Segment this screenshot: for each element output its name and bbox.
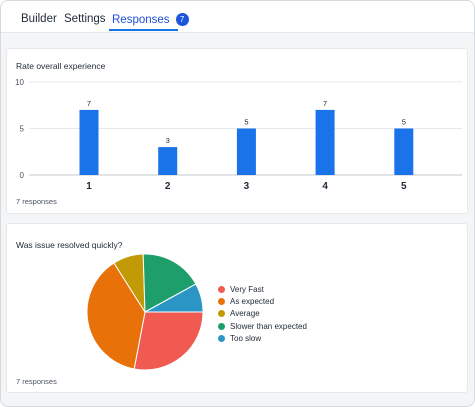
bar-data-label: 5 — [402, 118, 406, 127]
bar — [394, 128, 414, 175]
pie-chart-card: Was issue resolved quickly? Very Fast As … — [6, 223, 468, 393]
y-tick-label: 10 — [15, 78, 24, 87]
pie-slice — [144, 283, 204, 313]
bar — [315, 109, 335, 175]
legend-item: Very Fast — [218, 283, 307, 295]
bar — [236, 128, 256, 175]
legend-label: Very Fast — [230, 284, 264, 294]
legend-swatch — [218, 310, 225, 318]
legend-swatch — [218, 297, 225, 305]
pie-chart-response-count: 7 responses — [16, 377, 57, 386]
x-category-label: 2 — [165, 181, 171, 192]
responses-count-badge: 7 — [175, 13, 189, 26]
pie-chart — [86, 253, 204, 371]
legend-swatch — [218, 322, 225, 330]
legend-swatch — [218, 334, 225, 342]
pie-chart-title: Was issue resolved quickly? — [16, 240, 123, 250]
tab-builder[interactable]: Builder — [21, 13, 57, 25]
pie-slice — [142, 253, 197, 313]
bar-chart-card: Rate overall experience 0 5 10 7 1 3 2 5 3 7 4 5 5 7… — [6, 48, 468, 214]
legend-item: Slower than expected — [218, 320, 307, 332]
legend-label: As expected — [230, 296, 275, 306]
bar — [79, 109, 99, 175]
x-category-label: 5 — [401, 181, 407, 192]
bar-data-label: 7 — [323, 99, 327, 108]
pie-slice — [133, 311, 204, 371]
tab-bar: Builder Settings Responses 7 — [1, 1, 474, 33]
legend-swatch — [218, 285, 225, 293]
legend-item: Average — [218, 308, 307, 320]
bar-data-label: 7 — [87, 99, 91, 108]
tab-responses-label: Responses — [112, 14, 170, 26]
tab-responses[interactable]: Responses 7 — [112, 13, 189, 26]
legend-item: Too slow — [218, 332, 307, 344]
bar-data-label: 3 — [166, 136, 170, 145]
x-category-label: 4 — [322, 181, 328, 192]
pie-legend: Very Fast As expected Average Slower than e… — [218, 283, 307, 344]
y-tick-label: 5 — [20, 125, 25, 134]
x-category-label: 1 — [86, 181, 92, 192]
tab-settings[interactable]: Settings — [64, 13, 106, 25]
legend-label: Slower than expected — [230, 321, 307, 331]
bar-data-label: 5 — [244, 118, 248, 127]
legend-item: As expected — [218, 295, 307, 307]
active-tab-indicator — [109, 29, 178, 31]
legend-label: Too slow — [230, 333, 262, 343]
bar — [158, 147, 178, 175]
x-category-label: 3 — [244, 181, 250, 192]
legend-label: Average — [230, 309, 260, 319]
bar-chart-response-count: 7 responses — [16, 197, 57, 206]
bar-chart-title: Rate overall experience — [16, 61, 106, 71]
bar-chart: 0 5 10 7 1 3 2 5 3 7 4 5 5 — [15, 78, 462, 192]
y-tick-label: 0 — [20, 171, 25, 180]
